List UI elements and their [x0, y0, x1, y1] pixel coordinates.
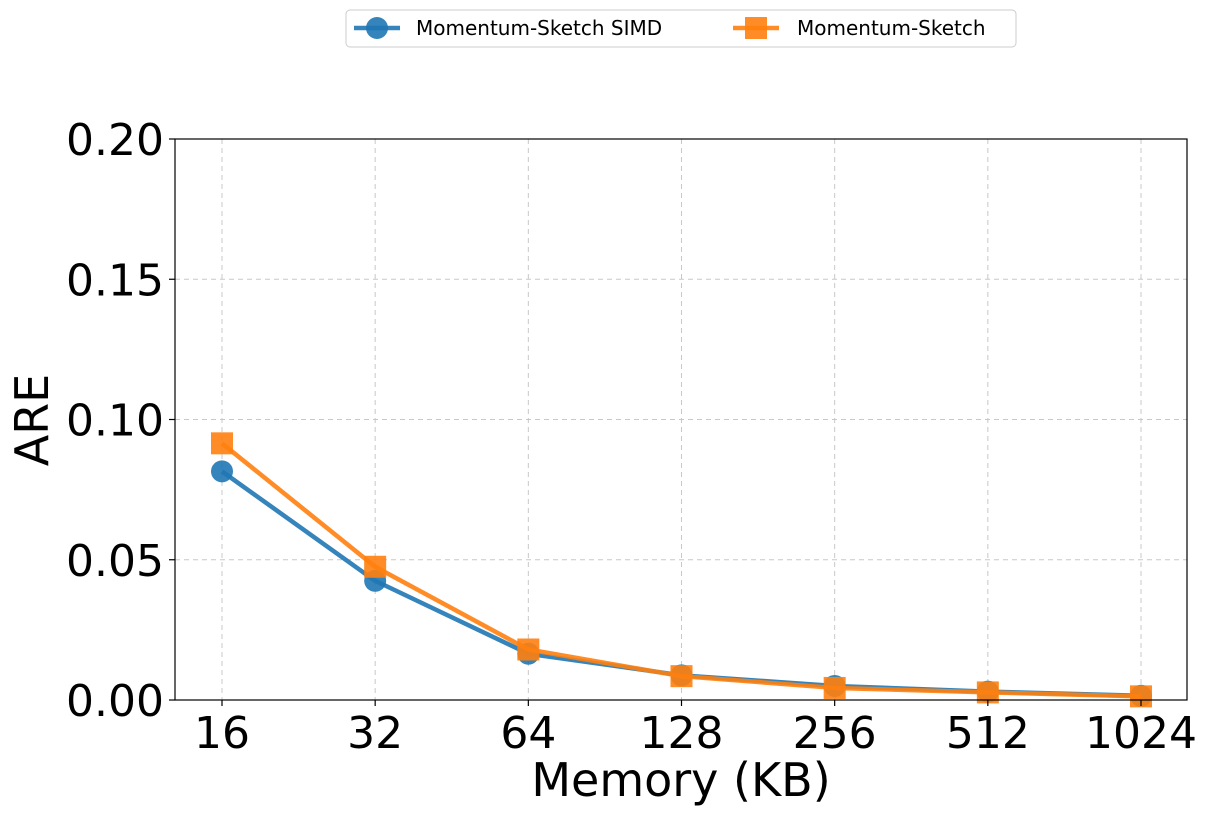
x-tick-label: 128 [640, 708, 724, 759]
x-tick-label: 16 [194, 708, 250, 759]
plot-lines [211, 432, 1152, 708]
x-axis-title: Memory (KB) [531, 753, 830, 807]
data-point [1130, 685, 1152, 708]
y-tick-label: 0.10 [66, 396, 164, 447]
series-2 [211, 432, 1152, 708]
legend: Momentum-Sketch SIMD Momentum-Sketch [345, 9, 1017, 48]
y-tick-label: 0.00 [66, 676, 164, 727]
x-tick-label: 256 [793, 708, 877, 759]
y-axis-title: ARE [5, 374, 59, 467]
legend-label: Momentum-Sketch SIMD [416, 16, 662, 40]
data-point [517, 638, 540, 661]
x-tick-label: 32 [347, 708, 403, 759]
data-point [670, 665, 693, 688]
x-tick-label: 512 [946, 708, 1030, 759]
y-tick-label: 0.05 [66, 536, 164, 587]
y-tick-label: 0.15 [66, 255, 164, 306]
y-axis: 0.00 0.05 0.10 0.15 0.20 [66, 115, 175, 727]
x-axis: 16 32 64 128 256 512 1024 [194, 700, 1197, 759]
legend-box [345, 9, 1017, 48]
legend-marker [366, 17, 388, 39]
data-point [211, 432, 233, 455]
data-point [211, 460, 233, 483]
legend-marker [745, 17, 767, 39]
legend-label: Momentum-Sketch [797, 16, 986, 40]
data-point [364, 555, 387, 578]
x-tick-label: 1024 [1085, 708, 1197, 759]
x-tick-label: 64 [500, 708, 556, 759]
data-point [823, 676, 846, 699]
data-point [976, 681, 999, 704]
grid [175, 138, 1187, 701]
y-tick-label: 0.20 [66, 115, 164, 166]
